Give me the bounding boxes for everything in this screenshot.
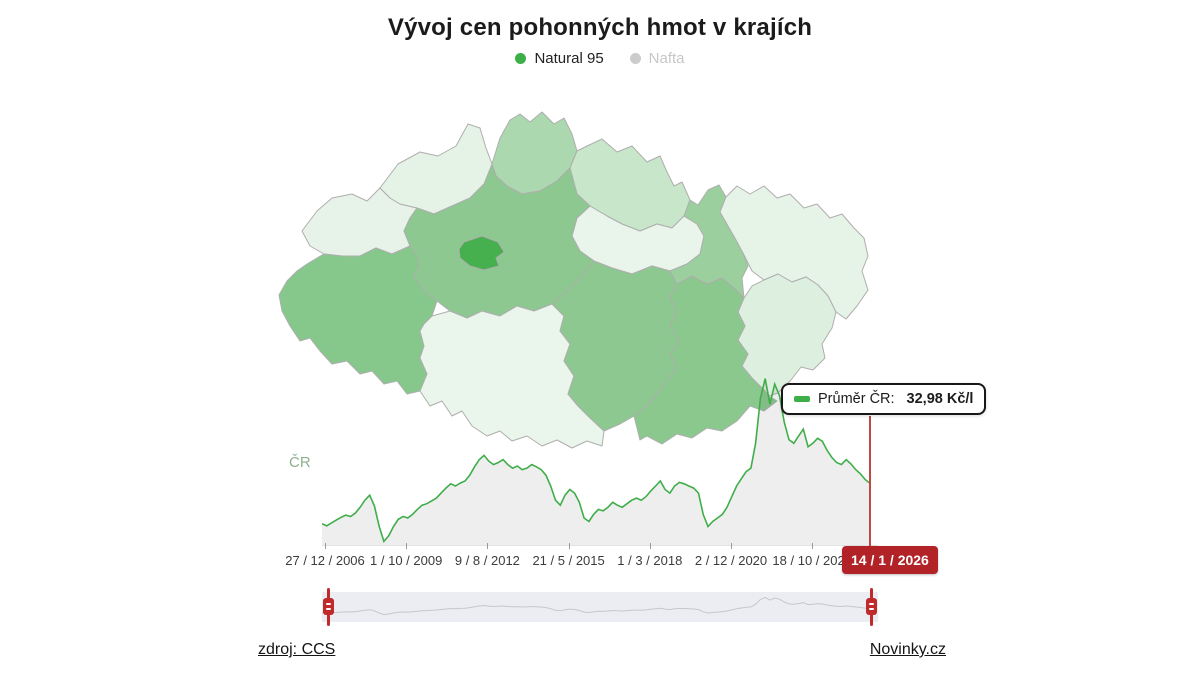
region-praha[interactable]: [458, 235, 505, 271]
region-jihomoravsky[interactable]: [633, 275, 778, 445]
legend-label-natural95: Natural 95: [534, 50, 604, 67]
price-line-chart[interactable]: [322, 375, 871, 545]
natural95-dot-icon: [515, 53, 527, 64]
region-plzensky[interactable]: [278, 245, 438, 395]
x-tick-mark: [812, 543, 814, 549]
x-tick-label: 9 / 8 / 2012: [454, 553, 520, 568]
slider-handle-left-grip-icon[interactable]: [323, 598, 334, 615]
slider-handle-left[interactable]: [323, 588, 334, 626]
nafta-dot-icon: [629, 53, 641, 64]
czech-regions-map: [278, 111, 869, 449]
x-tick-label: 27 / 12 / 2006: [285, 553, 365, 568]
region-moravskoslezsky[interactable]: [719, 185, 869, 320]
x-tick-mark: [325, 543, 326, 549]
date-range-slider[interactable]: [322, 588, 878, 626]
slider-track[interactable]: [322, 592, 878, 622]
x-tick-mark: [731, 543, 732, 549]
region-jihocesky[interactable]: [419, 303, 605, 449]
slider-handle-right[interactable]: [866, 588, 877, 626]
value-tooltip: Průměr ČR: 32,98 Kč/l: [781, 383, 987, 415]
x-tick-mark: [406, 543, 408, 549]
tooltip-label: Průměr ČR:: [818, 391, 895, 407]
legend: Natural 95 Nafta: [0, 50, 1200, 67]
series-label-cr: ČR: [289, 454, 311, 471]
x-tick-label: 2 / 12 / 2020: [694, 553, 768, 568]
x-tick-mark: [487, 543, 489, 549]
chart-line: [322, 378, 871, 544]
slider-handle-right-grip-icon[interactable]: [866, 598, 877, 615]
legend-item-nafta[interactable]: Nafta: [629, 50, 685, 67]
tooltip-value: 32,98 Kč/l: [906, 391, 974, 407]
x-tick-label: 1 / 10 / 2009: [370, 553, 443, 568]
selected-date-cursor-line: [869, 416, 871, 568]
selected-date-badge: 14 / 1 / 2026: [842, 546, 938, 574]
slider-mini-line: [322, 596, 871, 616]
legend-label-nafta: Nafta: [648, 50, 685, 67]
x-tick-label: 1 / 3 / 2018: [617, 553, 683, 568]
source-link[interactable]: zdroj: CCS: [258, 641, 336, 658]
chart-area-fill: [322, 378, 870, 545]
slider-minimap[interactable]: [322, 592, 878, 622]
x-tick-mark: [568, 543, 570, 549]
x-axis-line: [322, 545, 878, 546]
x-tick-mark: [649, 543, 651, 549]
brand-link[interactable]: Novinky.cz: [869, 641, 946, 658]
tooltip-series-dash-icon: [794, 396, 810, 402]
legend-item-natural95[interactable]: Natural 95: [515, 50, 604, 67]
x-tick-label: 21 / 5 / 2015: [532, 553, 605, 568]
x-tick-label: 18 / 10 / 2023: [772, 553, 852, 568]
region-olomoucky[interactable]: [669, 184, 749, 299]
page-title: Vývoj cen pohonných hmot v krajích: [387, 14, 813, 41]
